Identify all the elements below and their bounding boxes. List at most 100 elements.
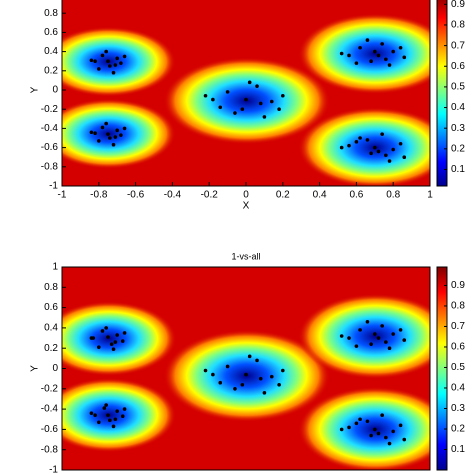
point [111, 142, 116, 147]
point [97, 345, 101, 349]
point [358, 45, 362, 50]
point [376, 53, 381, 58]
point [373, 49, 377, 54]
colorbar-tick-label: 0.2 [451, 424, 465, 435]
point [106, 413, 110, 417]
point [376, 431, 381, 436]
heatmap-region [62, 98, 176, 169]
point [354, 140, 359, 144]
point [369, 151, 373, 156]
point [269, 374, 274, 379]
point [347, 53, 351, 58]
y-tick-label: 0.2 [44, 343, 58, 354]
colorbar-tick-label: 0.1 [451, 444, 465, 455]
point [89, 336, 94, 340]
point [391, 49, 396, 54]
x-tick-label: 0 [243, 190, 249, 201]
point [122, 331, 127, 335]
point [387, 346, 392, 351]
point [120, 414, 125, 419]
colorbar-tick-label: 0.7 [451, 40, 465, 51]
point [93, 59, 97, 63]
x-tick-label: 0.6 [349, 190, 363, 201]
point [97, 420, 101, 425]
colorbar-tick-label: 0.1 [451, 164, 465, 175]
point [115, 333, 119, 337]
point [108, 418, 112, 423]
point [384, 57, 388, 62]
point [97, 139, 101, 143]
point [358, 136, 362, 140]
point [369, 59, 373, 63]
point [109, 342, 114, 346]
point [100, 329, 105, 333]
point [89, 130, 94, 135]
y-tick-label: -0.4 [41, 404, 59, 415]
point [203, 93, 208, 98]
point [225, 90, 230, 94]
point [233, 387, 237, 391]
point [93, 413, 97, 417]
point [402, 338, 407, 342]
point [122, 126, 127, 131]
point [384, 153, 388, 158]
point [108, 136, 112, 140]
plot-area [62, 267, 430, 470]
point [113, 417, 118, 422]
point [111, 70, 116, 75]
point [108, 64, 112, 68]
point [104, 326, 108, 330]
plot-area [62, 0, 430, 186]
point [113, 135, 118, 139]
point [391, 429, 396, 434]
point [380, 132, 384, 136]
colorbar-tick-label: 0.3 [451, 123, 465, 134]
x-tick-label: -0.8 [90, 190, 108, 201]
colorbar-tick-label: 0.5 [451, 82, 465, 93]
point [398, 423, 403, 428]
point [104, 121, 108, 126]
point [269, 99, 274, 104]
point [218, 380, 223, 385]
point [365, 320, 370, 324]
point [391, 332, 396, 336]
heatmap-region [62, 301, 177, 376]
y-tick-label: -0.8 [41, 444, 59, 455]
y-tick-label: -0.2 [41, 104, 59, 115]
point [89, 411, 94, 415]
y-tick-label: 0.2 [44, 65, 58, 76]
y-axis-label: Y [30, 86, 41, 93]
point [211, 97, 215, 102]
point [247, 354, 252, 359]
point [365, 38, 370, 42]
point [111, 347, 116, 352]
point [398, 141, 403, 146]
point [380, 324, 384, 328]
point [262, 115, 267, 119]
point [102, 406, 107, 410]
point [93, 131, 97, 135]
point [339, 51, 344, 56]
colorbar [436, 266, 448, 471]
point [384, 340, 388, 344]
point [119, 61, 123, 65]
point [373, 427, 377, 432]
point [398, 328, 403, 332]
point [104, 49, 108, 54]
point [365, 138, 370, 142]
colorbar-tick-label: 0.2 [451, 143, 465, 154]
point [376, 336, 381, 340]
point [398, 45, 403, 50]
point [369, 433, 373, 438]
x-axis-label: X [243, 201, 250, 212]
heatmap-region [62, 26, 176, 97]
y-tick-label: -0.8 [41, 161, 59, 172]
heatmap-region [298, 107, 430, 186]
x-tick-label: -1 [58, 190, 67, 201]
point [247, 80, 252, 85]
y-axis-label: Y [30, 365, 41, 372]
point [262, 391, 267, 395]
point [354, 421, 359, 426]
colorbar-tick-label: 0.5 [451, 362, 465, 373]
